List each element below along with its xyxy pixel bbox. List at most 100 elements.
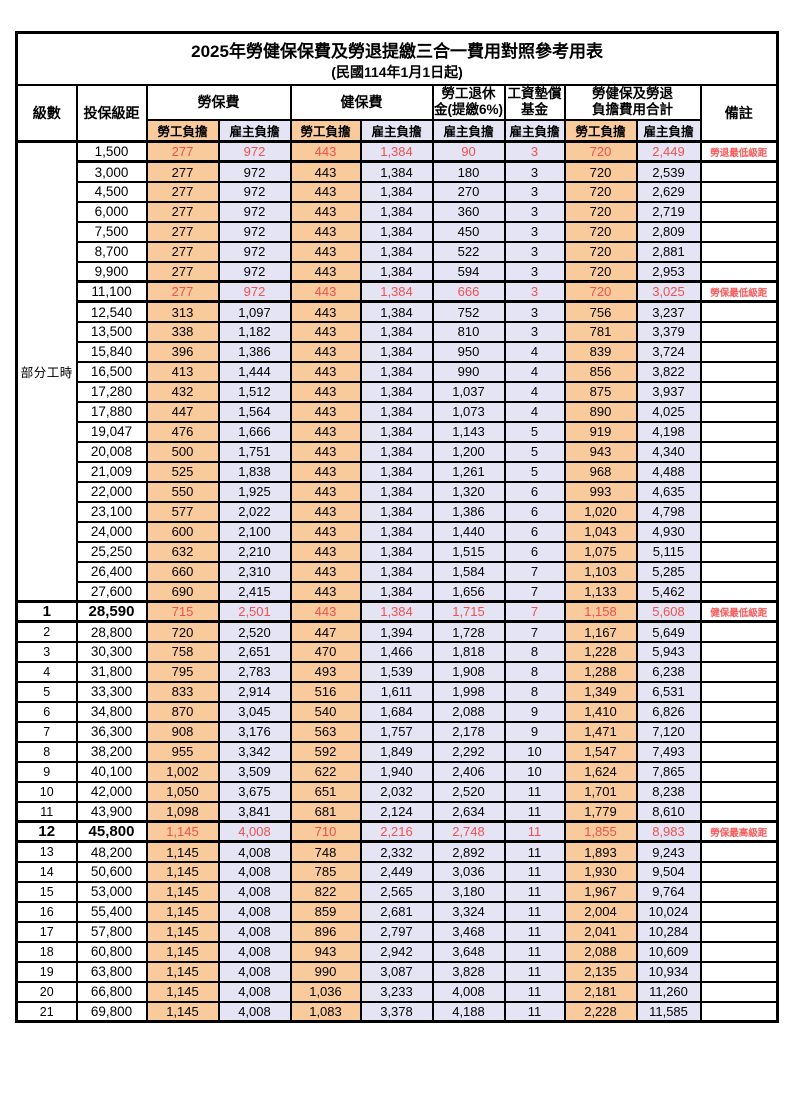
labor-ins-employer-cell: 4,008 [217,860,292,883]
health-ins-employee-cell: 592 [289,740,362,763]
total-employee-cell: 839 [563,340,638,363]
pension-employer-cell: 666 [431,280,506,304]
bracket-cell: 1,500 [75,140,148,164]
health-ins-employer-cell: 1,384 [359,300,434,323]
labor-ins-employee-cell: 908 [145,720,220,743]
total-employer-cell: 4,635 [635,480,702,503]
table-row: 20,008 500 1,751 443 1,384 1,200 5 943 4,340 [17,440,779,463]
labor-ins-employee-cell: 277 [145,220,220,243]
total-employer-cell: 2,719 [635,200,702,223]
health-ins-employee-cell: 443 [289,180,362,203]
remark-cell: 健保最低級距 [699,600,779,624]
labor-ins-employee-cell: 1,145 [145,980,220,1003]
labor-ins-employee-cell: 277 [145,160,220,183]
health-ins-employer-cell: 2,332 [359,840,434,863]
bracket-cell: 60,800 [75,940,148,963]
header-pension: 勞工退休 金(提繳6%) [431,83,506,122]
remark-cell [699,920,779,943]
labor-ins-employer-cell: 2,783 [217,660,292,683]
table-row: 7,500 277 972 443 1,384 450 3 720 2,809 [17,220,779,243]
table-row: 17,880 447 1,564 443 1,384 1,073 4 890 4,025 [17,400,779,423]
pension-employer-cell: 3,468 [431,920,506,943]
table-row: 26,400 660 2,310 443 1,384 1,584 7 1,103 5,285 [17,560,779,583]
labor-ins-employee-cell: 1,145 [145,920,220,943]
table-row: 8,700 277 972 443 1,384 522 3 720 2,881 [17,240,779,263]
bracket-cell: 28,800 [75,620,148,643]
table-row: 15,840 396 1,386 443 1,384 950 4 839 3,724 [17,340,779,363]
table-row: 23,100 577 2,022 443 1,384 1,386 6 1,020 4,798 [17,500,779,523]
bracket-cell: 9,900 [75,260,148,283]
pension-employer-cell: 1,515 [431,540,506,563]
bracket-cell: 53,000 [75,880,148,903]
header-li-employee: 勞工負擔 [145,119,220,143]
health-ins-employer-cell: 1,384 [359,540,434,563]
health-ins-employer-cell: 2,942 [359,940,434,963]
table-row: 4,500 277 972 443 1,384 270 3 720 2,629 [17,180,779,203]
total-employer-cell: 7,120 [635,720,702,743]
table-row: 17,280 432 1,512 443 1,384 1,037 4 875 3,937 [17,380,779,403]
header-row-shares: 勞工負擔 雇主負擔 勞工負擔 雇主負擔 雇主負擔 雇主負擔 勞工負擔 雇主負擔 [17,119,778,143]
labor-ins-employee-cell: 1,145 [145,900,220,923]
table-body: 部分工時 1,500 277 972 443 1,384 90 3 720 2,449 勞退最低級距… [15,140,779,1023]
bracket-cell: 17,880 [75,400,148,423]
labor-ins-employee-cell: 795 [145,660,220,683]
total-employee-cell: 993 [563,480,638,503]
health-ins-employee-cell: 443 [289,540,362,563]
health-ins-employee-cell: 443 [289,520,362,543]
total-employee-cell: 1,228 [563,640,638,663]
table-row: 9,900 277 972 443 1,384 594 3 720 2,953 [17,260,779,283]
health-ins-employee-cell: 443 [289,560,362,583]
total-employer-cell: 8,983 [635,820,702,844]
health-ins-employer-cell: 2,124 [359,800,434,823]
total-employee-cell: 1,167 [563,620,638,643]
labor-ins-employee-cell: 525 [145,460,220,483]
table-row: 21 69,800 1,145 4,008 1,083 3,378 4,188 11 2,228… [15,1000,779,1023]
health-ins-employer-cell: 1,384 [359,320,434,343]
health-ins-employer-cell: 1,539 [359,660,434,683]
health-ins-employee-cell: 443 [289,380,362,403]
bracket-cell: 42,000 [75,780,148,803]
bracket-cell: 7,500 [75,220,148,243]
labor-ins-employee-cell: 632 [145,540,220,563]
level-cell: 1 [15,600,78,624]
total-employer-cell: 5,943 [635,640,702,663]
title-row: 2025年勞健保保費及勞退提繳三合一費用對照參考用表 (民國114年1月1日起) [15,31,779,86]
pension-employer-cell: 1,073 [431,400,506,423]
labor-ins-employee-cell: 1,145 [145,840,220,863]
labor-ins-employee-cell: 1,050 [145,780,220,803]
labor-ins-employer-cell: 3,045 [217,700,292,723]
total-employer-cell: 6,238 [635,660,702,683]
total-employer-cell: 3,937 [635,380,702,403]
bracket-cell: 13,500 [75,320,148,343]
health-ins-employer-cell: 1,684 [359,700,434,723]
pension-employer-cell: 3,036 [431,860,506,883]
level-cell: 19 [15,960,78,983]
bracket-cell: 34,800 [75,700,148,723]
pension-employer-cell: 3,180 [431,880,506,903]
total-employer-cell: 4,198 [635,420,702,443]
labor-ins-employee-cell: 476 [145,420,220,443]
labor-ins-employer-cell: 3,675 [217,780,292,803]
wage-fund-employer-cell: 3 [503,280,566,304]
labor-ins-employee-cell: 277 [145,140,220,164]
health-ins-employee-cell: 443 [289,460,362,483]
remark-cell [699,380,779,403]
header-total-employee: 勞工負擔 [563,119,638,143]
wage-fund-employer-cell: 5 [503,420,566,443]
level-cell: 5 [15,680,78,703]
table-row: 16,500 413 1,444 443 1,384 990 4 856 3,822 [17,360,779,383]
labor-ins-employer-cell: 3,841 [217,800,292,823]
total-employer-cell: 9,764 [635,880,702,903]
table-row: 13 48,200 1,145 4,008 748 2,332 2,892 11 1,893 9,… [15,840,779,863]
wage-fund-employer-cell: 4 [503,340,566,363]
labor-ins-employer-cell: 2,415 [217,580,292,603]
header-wage-fund-line1: 工資墊償 [507,85,562,101]
labor-ins-employer-cell: 2,022 [217,500,292,523]
health-ins-employer-cell: 1,757 [359,720,434,743]
remark-cell [699,780,779,803]
remark-cell [699,800,779,823]
labor-ins-employer-cell: 3,509 [217,760,292,783]
labor-ins-employer-cell: 4,008 [217,840,292,863]
pension-employer-cell: 2,292 [431,740,506,763]
labor-ins-employer-cell: 2,310 [217,560,292,583]
